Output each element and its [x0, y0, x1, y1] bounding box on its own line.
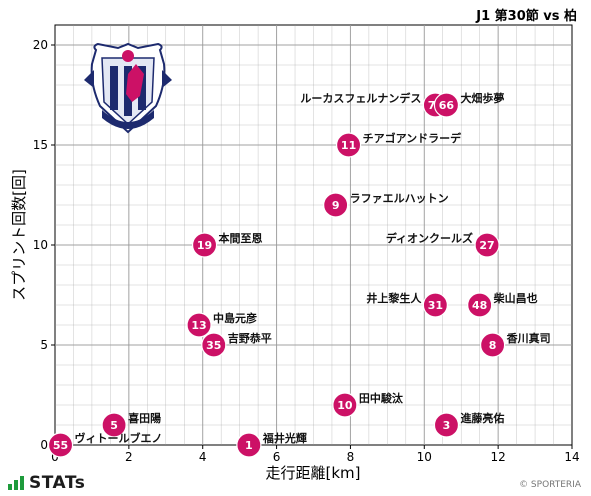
x-tick-label: 14 [564, 450, 579, 464]
player-point: 福井光輝 1 [236, 431, 307, 458]
brand-name: STATs [29, 473, 86, 493]
player-marker [323, 192, 349, 218]
x-tick-label: 4 [199, 450, 207, 464]
copyright-credit: © SPORTERIA [519, 480, 581, 490]
player-name-label: 喜田陽 [128, 411, 161, 425]
match-title: J1 第30節 vs 柏 [476, 9, 577, 24]
player-name-label: 中島元彦 [213, 311, 257, 325]
player-number: 3 [443, 419, 451, 432]
player-point: ディオンクールズ 27 [386, 231, 500, 258]
x-axis-label: 走行距離[km] [265, 464, 360, 482]
player-name-label: 吉野恭平 [228, 331, 272, 345]
player-marker [422, 292, 448, 318]
club-crest-logo [84, 42, 172, 134]
player-name-label: 福井光輝 [262, 431, 307, 445]
player-name-label: チアゴアンドラーデ [363, 131, 463, 145]
y-tick-label: 5 [40, 338, 48, 352]
player-point: 田中駿汰 10 [332, 391, 404, 418]
player-name-label: 井上黎生人 [366, 291, 422, 305]
player-marker [236, 432, 262, 458]
player-point: 中島元彦 13 [186, 311, 257, 338]
player-number: 11 [341, 139, 356, 152]
player-marker [332, 392, 358, 418]
player-number: 9 [332, 199, 340, 212]
player-point: チアゴアンドラーデ 11 [335, 131, 463, 158]
player-point: 進藤亮佑 3 [433, 411, 504, 438]
player-point: ヴィトールブエノ 55 [47, 431, 163, 458]
y-tick-label: 10 [33, 238, 48, 252]
x-tick-label: 8 [347, 450, 355, 464]
x-tick-label: 0 [51, 450, 59, 464]
player-point: 喜田陽 5 [101, 411, 161, 438]
player-number: 1 [245, 439, 253, 452]
player-number: 66 [439, 99, 455, 112]
player-name-label: ディオンクールズ [386, 231, 473, 245]
y-axis-label: スプリント回数[回] [10, 169, 28, 301]
player-marker [474, 232, 500, 258]
player-number: 27 [479, 239, 494, 252]
player-number: 13 [191, 319, 206, 332]
x-tick-label: 2 [125, 450, 133, 464]
x-tick-label: 10 [417, 450, 432, 464]
player-point: 吉野恭平 35 [201, 331, 272, 358]
player-marker [47, 432, 74, 458]
player-marker [480, 332, 506, 358]
player-number: 35 [206, 339, 221, 352]
player-number: 10 [337, 399, 353, 412]
player-number: 48 [472, 299, 487, 312]
player-name-label: ラファエルハットン [350, 192, 449, 205]
data-points: ルーカスフェルナンデス77大畑歩夢66チアゴアンドラーデ11ラファエルハットン9… [47, 91, 551, 458]
player-marker [191, 232, 218, 258]
player-marker [433, 412, 460, 438]
y-tick-label: 20 [33, 38, 48, 52]
player-marker [186, 312, 212, 338]
player-name-label: 香川真司 [506, 331, 551, 345]
x-tick-label: 6 [273, 450, 281, 464]
player-point: 井上黎生人 31 [366, 291, 448, 318]
player-number: 5 [110, 419, 118, 432]
brand-bars-icon [8, 476, 24, 490]
player-point: ラファエルハットン 9 [323, 192, 449, 218]
player-number: 31 [428, 299, 443, 312]
y-tick-label: 15 [33, 138, 48, 152]
player-marker [101, 412, 127, 438]
player-name-label: 進藤亮佑 [460, 411, 504, 425]
player-number: 8 [489, 339, 497, 352]
player-point: 香川真司 8 [480, 331, 551, 358]
player-name-label: 大畑歩夢 [460, 91, 504, 105]
player-marker [467, 292, 493, 318]
player-name-label: 本間至恩 [219, 231, 263, 245]
player-name-label: ルーカスフェルナンデス [300, 91, 421, 105]
player-marker [335, 132, 362, 158]
player-number: 19 [197, 239, 212, 252]
player-point: 本間至恩 19 [191, 231, 263, 258]
player-marker [201, 332, 227, 358]
player-number: 55 [53, 439, 68, 452]
x-tick-label: 12 [491, 450, 506, 464]
player-name-label: 田中駿汰 [359, 391, 404, 405]
player-marker [433, 92, 460, 118]
player-point: 柴山昌也 48 [467, 291, 538, 318]
y-tick-label: 0 [40, 438, 48, 452]
player-name-label: 柴山昌也 [493, 291, 538, 305]
player-name-label: ヴィトールブエノ [75, 431, 163, 445]
player-point: 大畑歩夢 66 [433, 91, 504, 118]
stats-brand-logo: STATs [8, 473, 85, 493]
